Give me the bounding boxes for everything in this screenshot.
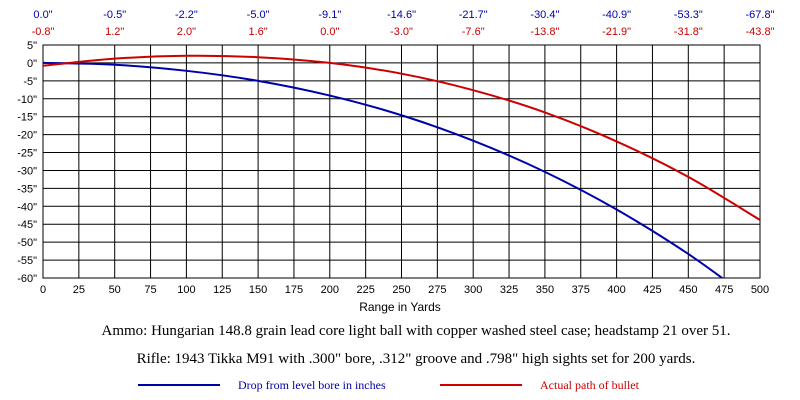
plot-grid (42, 44, 761, 279)
x-tick-label: 250 (392, 284, 410, 296)
x-axis-title: Range in Yards (359, 300, 441, 314)
x-tick-label: 175 (285, 284, 303, 296)
top-row-path-value: -3.0" (390, 26, 413, 38)
legend: Drop from level bore in inches Actual pa… (138, 378, 640, 392)
top-row-path-value: -31.8" (674, 26, 703, 38)
y-tick-label: 0" (27, 58, 37, 70)
y-tick-label: -45" (17, 219, 37, 231)
y-tick-label: -30" (17, 165, 37, 177)
x-axis-tick-labels: 0 25 50 75 100 125 150 175 200 225 250 275 300 325 350… (40, 284, 769, 296)
x-tick-label: 225 (356, 284, 374, 296)
plot-frame (42, 44, 761, 279)
y-tick-label: -25" (17, 148, 37, 160)
top-row-path-value: 1.2" (105, 26, 124, 38)
y-tick-label: -10" (17, 94, 37, 106)
top-row-drop-value: -14.6" (387, 9, 416, 21)
x-tick-label: 425 (643, 284, 661, 296)
x-tick-label: 100 (177, 284, 195, 296)
x-tick-label: 200 (321, 284, 339, 296)
top-row-path-value: -0.8" (32, 26, 55, 38)
caption-ammo: Ammo: Hungarian 148.8 grain lead core li… (102, 323, 731, 339)
x-tick-label: 475 (715, 284, 733, 296)
top-row-path-value: -13.8" (530, 26, 559, 38)
x-tick-label: 150 (249, 284, 267, 296)
caption-rifle: Rifle: 1943 Tikka M91 with .300" bore, .… (137, 351, 696, 367)
top-value-rows: 0.0" -0.8" -0.5" 1.2" -2.2" 2.0" -5.0" 1.6" -9.1… (32, 9, 775, 38)
top-row-path-value: -21.9" (602, 26, 631, 38)
y-tick-label: -5" (23, 76, 37, 88)
top-row-path-value: 0.0" (320, 26, 339, 38)
y-tick-label: -50" (17, 237, 37, 249)
x-tick-label: 500 (751, 284, 769, 296)
x-tick-label: 75 (144, 284, 156, 296)
x-tick-label: 400 (607, 284, 625, 296)
top-row-drop-value: -5.0" (247, 9, 270, 21)
y-tick-label: -15" (17, 112, 37, 124)
top-row-drop-value: -9.1" (318, 9, 341, 21)
top-row-drop-value: -21.7" (459, 9, 488, 21)
y-axis-tick-labels: 5" 0" -5" -10" -15" -20" -25" -30" -35" -40" -45" -… (17, 40, 37, 285)
x-tick-label: 300 (464, 284, 482, 296)
y-tick-label: -55" (17, 255, 37, 267)
top-row-drop-value: -30.4" (530, 9, 559, 21)
top-row-drop-value: -53.3" (674, 9, 703, 21)
top-row-drop-value: -40.9" (602, 9, 631, 21)
x-tick-label: 125 (213, 284, 231, 296)
x-tick-label: 275 (428, 284, 446, 296)
top-row-drop-value: -2.2" (175, 9, 198, 21)
y-tick-label: -40" (17, 201, 37, 213)
top-row-path-value: 2.0" (177, 26, 196, 38)
top-row-path-value: -43.8" (746, 26, 775, 38)
y-tick-label: 5" (27, 40, 37, 52)
series-lines (43, 54, 760, 278)
legend-label-path: Actual path of bullet (540, 378, 640, 392)
top-row-drop-value: -0.5" (103, 9, 126, 21)
y-tick-label: -20" (17, 130, 37, 142)
y-tick-label: -35" (17, 183, 37, 195)
legend-label-drop: Drop from level bore in inches (238, 378, 386, 392)
top-row-path-value: 1.6" (248, 26, 267, 38)
top-row-drop-value: -67.8" (746, 9, 775, 21)
x-tick-label: 325 (500, 284, 518, 296)
x-tick-label: 25 (73, 284, 85, 296)
x-tick-label: 50 (109, 284, 121, 296)
y-tick-label: -60" (17, 273, 37, 285)
x-tick-label: 375 (572, 284, 590, 296)
series-line-drop (43, 61, 724, 278)
top-row-drop-value: 0.0" (33, 9, 52, 21)
x-tick-label: 0 (40, 284, 46, 296)
top-row-path-value: -7.6" (462, 26, 485, 38)
x-tick-label: 350 (536, 284, 554, 296)
x-tick-label: 450 (679, 284, 697, 296)
series-line-path (43, 54, 760, 221)
